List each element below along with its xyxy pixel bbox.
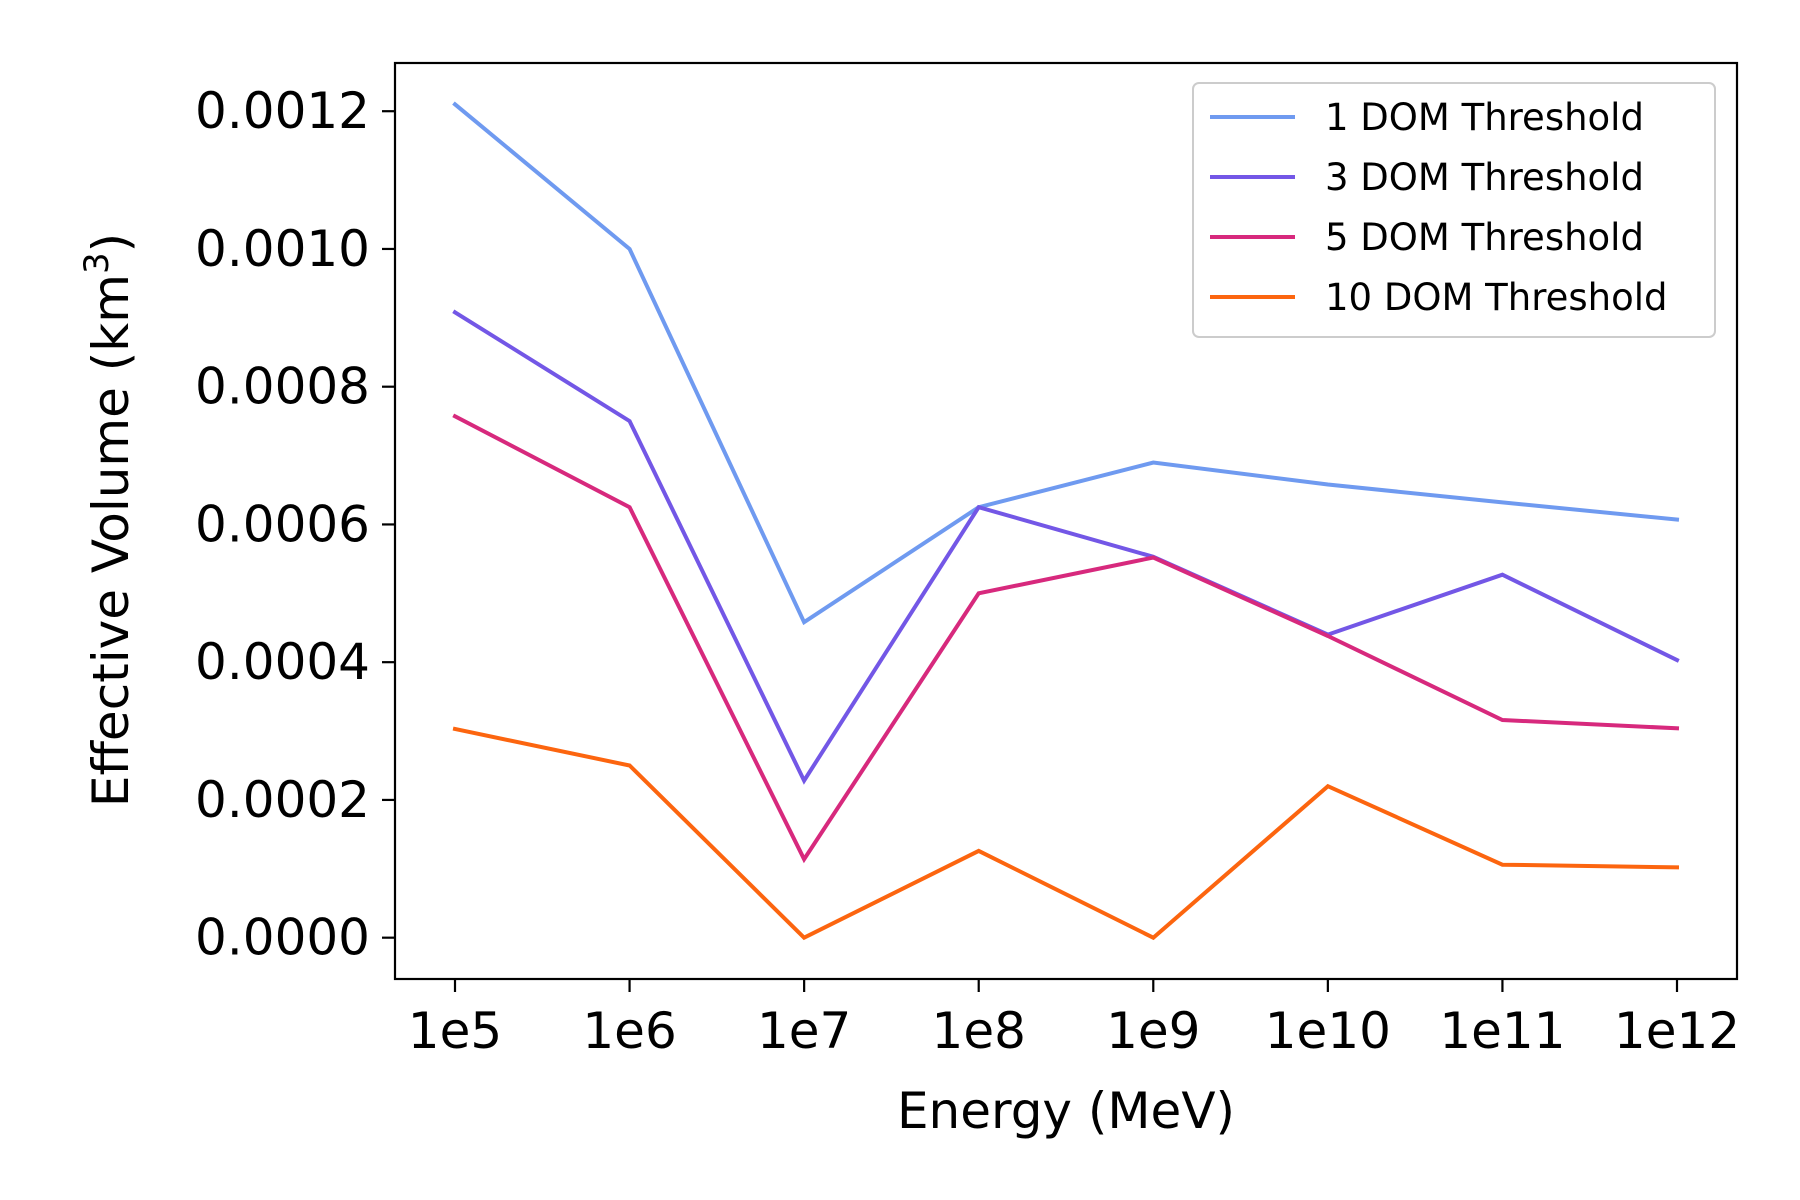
legend-label: 3 DOM Threshold (1325, 156, 1644, 199)
x-tick-label: 1e9 (1106, 1002, 1200, 1060)
x-tick-label: 1e12 (1614, 1002, 1740, 1060)
legend-box (1192, 82, 1716, 338)
x-axis-ticks: 1e5 1e6 1e7 1e8 1e9 1e10 1e11 1e12 (408, 979, 1740, 1060)
legend-label: 5 DOM Threshold (1325, 216, 1644, 259)
series-line (452, 413, 1680, 864)
legend-label: 1 DOM Threshold (1325, 96, 1644, 139)
y-tick-label: 0.0006 (195, 495, 370, 553)
y-axis-label-superscript: 3 (77, 252, 117, 274)
legend-label: 10 DOM Threshold (1325, 276, 1668, 319)
y-tick-label: 0.0008 (195, 358, 370, 416)
y-tick-label: 0.0004 (195, 633, 370, 691)
x-tick-label: 1e8 (932, 1002, 1026, 1060)
series-line (452, 309, 1680, 785)
legend: 1 DOM Threshold 3 DOM Threshold 5 DOM Thre… (1192, 82, 1716, 338)
x-tick-label: 1e7 (757, 1002, 851, 1060)
plot-frame (393, 61, 1739, 981)
y-tick-label: 0.0002 (195, 771, 370, 829)
series-line (452, 101, 1680, 626)
x-tick-label: 1e10 (1265, 1002, 1391, 1060)
y-axis-label: Effective Volume (km3) (77, 233, 140, 807)
y-tick-label: 0.0000 (195, 909, 370, 967)
x-tick-label: 1e11 (1439, 1002, 1565, 1060)
y-tick-label: 0.0012 (195, 82, 370, 140)
x-tick-label: 1e5 (408, 1002, 502, 1060)
y-axis-ticks: 0.0000 0.0002 0.0004 0.0006 0.0008 0.0010 0.00… (195, 82, 395, 967)
plot-series (452, 101, 1680, 941)
y-tick-label: 0.0010 (195, 220, 370, 278)
series-line (452, 726, 1680, 941)
x-axis-label: Energy (MeV) (897, 1082, 1235, 1140)
x-tick-label: 1e6 (582, 1002, 676, 1060)
